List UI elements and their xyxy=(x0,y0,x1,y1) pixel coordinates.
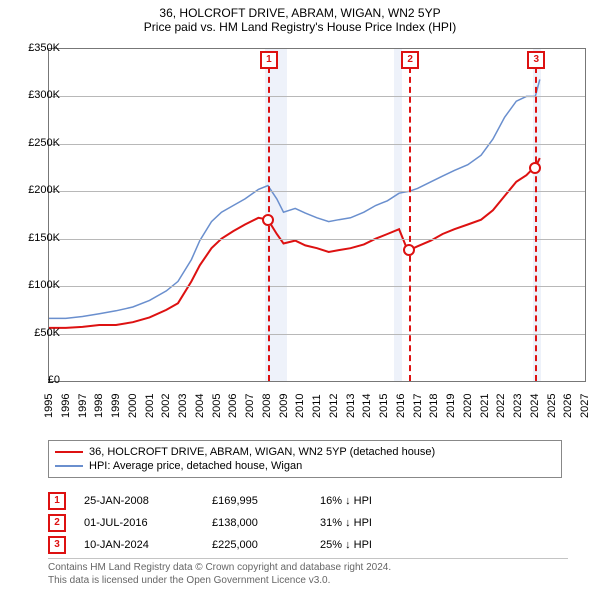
x-tick-label: 2023 xyxy=(512,394,524,418)
x-tick-label: 2008 xyxy=(261,394,273,418)
event-marker-badge: 3 xyxy=(527,51,545,69)
x-tick-label: 2007 xyxy=(244,394,256,418)
legend-row-1: 36, HOLCROFT DRIVE, ABRAM, WIGAN, WN2 5Y… xyxy=(55,445,555,459)
x-tick-label: 2001 xyxy=(144,394,156,418)
event-row-badge: 2 xyxy=(48,514,66,532)
series-line xyxy=(49,158,540,328)
x-tick-label: 2011 xyxy=(311,394,323,418)
legend-row-2: HPI: Average price, detached house, Wiga… xyxy=(55,459,555,473)
x-tick-label: 2006 xyxy=(227,394,239,418)
event-marker-badge: 1 xyxy=(260,51,278,69)
x-tick-label: 2012 xyxy=(328,394,340,418)
series-line xyxy=(49,79,540,318)
legend-swatch-1 xyxy=(55,451,83,453)
event-price: £169,995 xyxy=(212,495,302,507)
x-tick-label: 2002 xyxy=(160,394,172,418)
x-tick-label: 2009 xyxy=(278,394,290,418)
event-dash xyxy=(409,67,411,381)
grid-line xyxy=(49,144,585,145)
legend-label-1: 36, HOLCROFT DRIVE, ABRAM, WIGAN, WN2 5Y… xyxy=(89,446,435,458)
event-delta: 16% ↓ HPI xyxy=(320,495,372,507)
x-tick-label: 2013 xyxy=(345,394,357,418)
event-date: 01-JUL-2016 xyxy=(84,517,194,529)
event-point xyxy=(262,214,274,226)
footer-line-1: Contains HM Land Registry data © Crown c… xyxy=(48,562,568,575)
title-line-2: Price paid vs. HM Land Registry's House … xyxy=(0,20,600,38)
y-tick-label: £100K xyxy=(16,279,60,291)
event-point xyxy=(403,244,415,256)
y-tick-label: £50K xyxy=(16,327,60,339)
x-tick-label: 2010 xyxy=(294,394,306,418)
grid-line xyxy=(49,191,585,192)
x-tick-label: 1999 xyxy=(110,394,122,418)
event-delta: 25% ↓ HPI xyxy=(320,539,372,551)
title-line-1: 36, HOLCROFT DRIVE, ABRAM, WIGAN, WN2 5Y… xyxy=(0,0,600,20)
event-row: 1 25-JAN-2008 £169,995 16% ↓ HPI xyxy=(48,490,584,512)
event-point xyxy=(529,162,541,174)
grid-line xyxy=(49,334,585,335)
x-tick-label: 2014 xyxy=(361,394,373,418)
x-tick-label: 2020 xyxy=(462,394,474,418)
event-marker-badge: 2 xyxy=(401,51,419,69)
x-tick-label: 2027 xyxy=(579,394,591,418)
event-row: 2 01-JUL-2016 £138,000 31% ↓ HPI xyxy=(48,512,584,534)
grid-line xyxy=(49,239,585,240)
price-chart: 1 2 3 xyxy=(48,48,586,382)
x-axis-labels: 1995199619971998199920002001200220032004… xyxy=(48,384,584,444)
event-row: 3 10-JAN-2024 £225,000 25% ↓ HPI xyxy=(48,534,584,556)
x-tick-label: 2022 xyxy=(495,394,507,418)
event-row-badge: 3 xyxy=(48,536,66,554)
x-tick-label: 2016 xyxy=(395,394,407,418)
x-tick-label: 2025 xyxy=(546,394,558,418)
legend-label-2: HPI: Average price, detached house, Wiga… xyxy=(89,460,302,472)
event-price: £138,000 xyxy=(212,517,302,529)
x-tick-label: 2015 xyxy=(378,394,390,418)
event-date: 25-JAN-2008 xyxy=(84,495,194,507)
event-date: 10-JAN-2024 xyxy=(84,539,194,551)
y-tick-label: £300K xyxy=(16,89,60,101)
x-tick-label: 2018 xyxy=(428,394,440,418)
grid-line xyxy=(49,286,585,287)
y-tick-label: £0 xyxy=(16,374,60,386)
footer: Contains HM Land Registry data © Crown c… xyxy=(48,558,568,587)
x-tick-label: 2003 xyxy=(177,394,189,418)
y-tick-label: £200K xyxy=(16,184,60,196)
chart-svg xyxy=(49,49,585,381)
x-tick-label: 2004 xyxy=(194,394,206,418)
x-tick-label: 2017 xyxy=(412,394,424,418)
event-delta: 31% ↓ HPI xyxy=(320,517,372,529)
x-tick-label: 2026 xyxy=(562,394,574,418)
x-tick-label: 1995 xyxy=(43,394,55,418)
x-tick-label: 2000 xyxy=(127,394,139,418)
x-tick-label: 2019 xyxy=(445,394,457,418)
legend-box: 36, HOLCROFT DRIVE, ABRAM, WIGAN, WN2 5Y… xyxy=(48,440,562,478)
x-tick-label: 2021 xyxy=(479,394,491,418)
x-tick-label: 1996 xyxy=(60,394,72,418)
x-tick-label: 1997 xyxy=(77,394,89,418)
legend-swatch-2 xyxy=(55,465,83,467)
event-dash xyxy=(535,67,537,381)
event-price: £225,000 xyxy=(212,539,302,551)
y-tick-label: £250K xyxy=(16,137,60,149)
y-tick-label: £150K xyxy=(16,232,60,244)
events-table: 1 25-JAN-2008 £169,995 16% ↓ HPI 2 01-JUL-201… xyxy=(48,490,584,556)
x-tick-label: 2005 xyxy=(211,394,223,418)
x-tick-label: 2024 xyxy=(529,394,541,418)
event-row-badge: 1 xyxy=(48,492,66,510)
x-tick-label: 1998 xyxy=(93,394,105,418)
footer-line-2: This data is licensed under the Open Gov… xyxy=(48,575,568,588)
grid-line xyxy=(49,96,585,97)
y-tick-label: £350K xyxy=(16,42,60,54)
